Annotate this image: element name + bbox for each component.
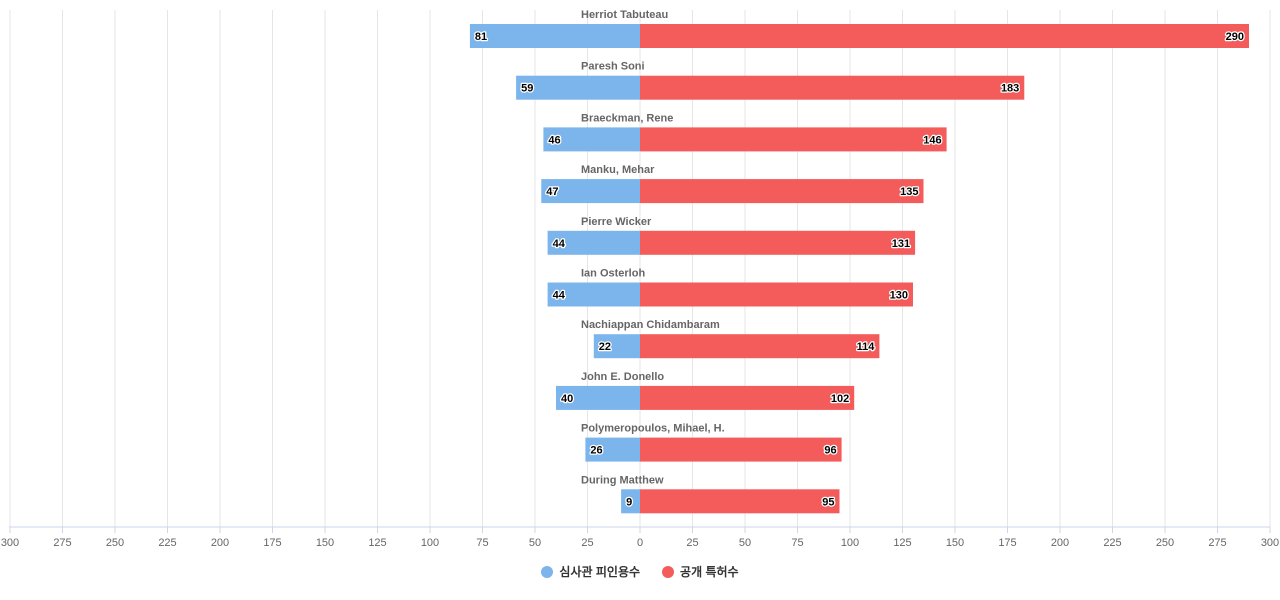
x-tick-label: 150 <box>316 537 334 549</box>
x-tick-label: 25 <box>581 537 593 549</box>
x-tick-label: 300 <box>1 537 19 549</box>
x-tick-label: 125 <box>368 537 386 549</box>
data-label-right-series: 183 <box>1001 83 1019 95</box>
bar-left-series <box>541 179 640 204</box>
bar-left-series <box>469 24 640 48</box>
x-tick-label: 250 <box>106 537 124 549</box>
x-tick-label: 200 <box>211 537 229 549</box>
x-tick-label: 200 <box>1051 537 1069 549</box>
legend-label-left-series: 심사관 피인용수 <box>559 565 641 579</box>
legend-marker-right-series <box>662 565 675 578</box>
x-tick-label: 175 <box>263 537 281 549</box>
x-tick-label: 25 <box>686 537 698 549</box>
x-tick-label: 225 <box>1103 537 1121 549</box>
data-label-left-series: 26 <box>590 445 602 457</box>
bar-left-series <box>547 230 640 255</box>
data-label-left-series: 44 <box>553 238 566 250</box>
legend-label-right-series: 공개 특허수 <box>680 565 739 579</box>
category-label: Pierre Wicker <box>581 216 652 228</box>
category-label: Manku, Mehar <box>581 164 655 176</box>
category-label: Polymeropoulos, Mihael, H. <box>581 423 725 435</box>
bar-right-series <box>640 230 916 255</box>
x-tick-label: 75 <box>476 537 488 549</box>
bar-left-series <box>543 127 640 152</box>
data-label-right-series: 102 <box>831 393 849 405</box>
x-tick-label: 275 <box>53 537 71 549</box>
x-axis: 300 275 250 225 200 175 150 125 100 75 50 25 0 25 50 75… <box>1 526 1279 549</box>
data-label-left-series: 59 <box>521 83 533 95</box>
bars: Herriot Tabuteau 81 290 Paresh Soni 59 183 Bra… <box>469 9 1249 514</box>
bar-left-series <box>621 489 640 514</box>
x-tick-label: 75 <box>791 537 803 549</box>
category-label: John E. Donello <box>581 371 664 383</box>
bar-left-series <box>516 75 640 100</box>
x-tick-label: 100 <box>841 537 859 549</box>
bar-right-series <box>640 75 1025 100</box>
data-label-right-series: 290 <box>1226 31 1244 43</box>
data-label-right-series: 114 <box>857 341 876 353</box>
bar-right-series <box>640 282 913 307</box>
data-label-left-series: 9 <box>626 496 632 508</box>
bar-right-series <box>640 489 840 514</box>
x-tick-label: 150 <box>946 537 964 549</box>
x-tick-label: 125 <box>893 537 911 549</box>
data-label-left-series: 46 <box>548 134 560 146</box>
bar-right-series <box>640 437 842 462</box>
bar-left-series <box>593 334 640 359</box>
data-label-left-series: 44 <box>553 290 566 302</box>
bar-right-series <box>640 24 1249 48</box>
x-tick-label: 50 <box>529 537 541 549</box>
bar-left-series <box>556 385 640 410</box>
data-label-right-series: 135 <box>900 186 918 198</box>
legend-item-right-series[interactable]: 공개 특허수 <box>662 563 739 580</box>
category-label: Ian Osterloh <box>581 268 645 280</box>
category-label: Herriot Tabuteau <box>581 9 668 21</box>
x-tick-label: 300 <box>1261 537 1279 549</box>
bar-right-series <box>640 127 947 152</box>
x-tick-label: 225 <box>158 537 176 549</box>
data-label-right-series: 146 <box>923 134 941 146</box>
x-tick-label: 0 <box>637 537 643 549</box>
data-label-left-series: 47 <box>546 186 558 198</box>
category-label: Paresh Soni <box>581 61 645 73</box>
data-label-right-series: 131 <box>892 238 910 250</box>
legend-marker-left-series <box>541 565 554 578</box>
category-label: Nachiappan Chidambaram <box>581 319 720 331</box>
data-label-left-series: 40 <box>561 393 573 405</box>
category-label: During Matthew <box>581 474 664 486</box>
x-tick-label: 250 <box>1156 537 1174 549</box>
data-label-right-series: 95 <box>822 496 834 508</box>
bar-right-series <box>640 179 924 204</box>
bar-left-series <box>585 437 640 462</box>
x-tick-label: 50 <box>739 537 751 549</box>
data-label-left-series: 22 <box>599 341 611 353</box>
bar-left-series <box>547 282 640 307</box>
data-label-right-series: 96 <box>824 445 836 457</box>
x-tick-label: 275 <box>1208 537 1226 549</box>
data-label-left-series: 81 <box>475 31 487 43</box>
x-tick-label: 175 <box>998 537 1016 549</box>
data-label-right-series: 130 <box>890 290 908 302</box>
legend: 심사관 피인용수 공개 특허수 <box>0 563 1280 580</box>
x-tick-label: 100 <box>421 537 439 549</box>
legend-item-left-series[interactable]: 심사관 피인용수 <box>541 563 640 580</box>
bar-right-series <box>640 385 855 410</box>
bar-right-series <box>640 334 880 359</box>
category-label: Braeckman, Rene <box>581 112 673 124</box>
